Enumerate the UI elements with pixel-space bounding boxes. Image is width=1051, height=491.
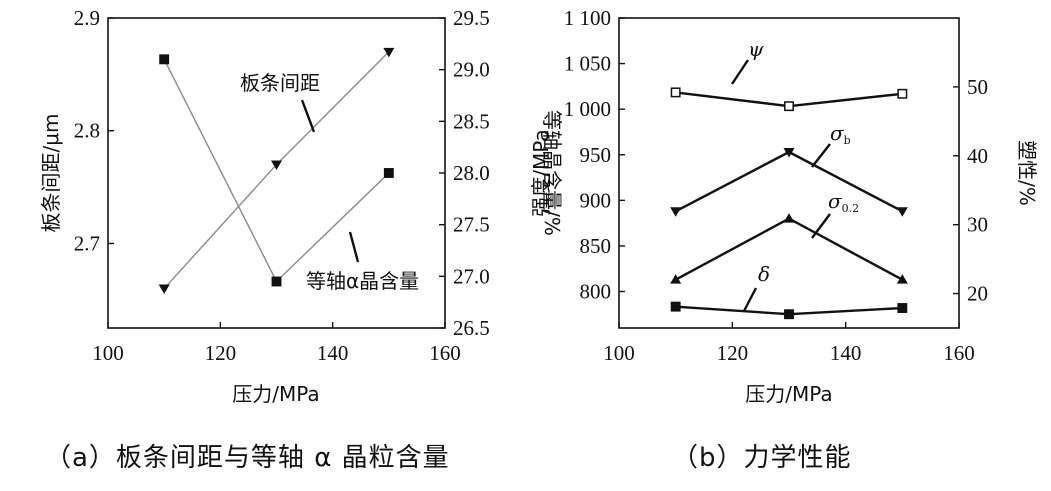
panel-b-series-3-point [897, 303, 908, 313]
panel-b-annotation-sigma-02: σ0.2 [828, 189, 859, 215]
panel-b-series-2-point [783, 213, 795, 223]
panel-b-series-0-point [897, 88, 908, 99]
panel-b-series [670, 87, 908, 320]
panel-a-x-tick-label: 100 [92, 341, 124, 365]
panel-b-series-2-point [896, 274, 908, 284]
panel-b-right-tick-label: 40 [967, 144, 988, 168]
panel-a-annotation-leader-alpha [348, 231, 360, 263]
panel-b-annotation-leader-delta [742, 287, 758, 312]
panel-b-series-1-point [896, 207, 908, 217]
panel-a-series-0-point [383, 47, 395, 58]
panel-b-right-axis-label: 塑性/% [1015, 140, 1039, 206]
panel-a-right-ticks: 26.5 27.0 27.5 28.0 28.5 29.0 29.5 [439, 6, 490, 340]
panel-a-left-axis-label: 板条间距/μm [39, 114, 63, 233]
panel-a-right-tick-label: 28.0 [453, 161, 490, 185]
panel-a-x-tick-label: 140 [317, 341, 349, 365]
panel-b-left-tick-label: 1 050 [564, 52, 611, 76]
panel-a-right-tick-label: 27.0 [453, 264, 490, 288]
panel-b-series-line-2 [675, 217, 903, 281]
panel-b-annotation-sigma-b: σb [830, 121, 851, 147]
panel-b-x-tick-label: 160 [943, 341, 975, 365]
panel-b-right-tick-label: 50 [967, 75, 988, 99]
panel-b-annotation-leader-psi [731, 59, 749, 85]
panel-b-left-axis-label: 强度/MPa [529, 129, 553, 216]
panel-b-left-tick-label: 1 000 [564, 97, 611, 121]
panel-b-annotation-leader-sigma-02 [811, 213, 831, 239]
panel-a: 100 120 140 160 2.72.82.9 26.527.027.528.02… [39, 6, 564, 473]
panel-a-left-tick-label: 2.9 [74, 6, 100, 30]
panel-b-left-ticks: 800 850 900 950 1 000 1 050 1 100 [564, 6, 625, 304]
panel-b-caption: （b）力学性能 [672, 443, 852, 473]
panel-a-x-tick-label: 120 [205, 341, 237, 365]
panel-b-annotation-delta: δ [758, 262, 770, 286]
panel-b-right-tick-label: 30 [967, 213, 988, 237]
panel-a-annotation-spacing: 板条间距 [240, 71, 320, 95]
panel-a-series [158, 47, 395, 295]
panel-b: 100 120 140 160 800 850 900 950 1 000 1 050 1 100… [529, 6, 1039, 473]
panel-b-series-3-point [670, 301, 681, 312]
panel-a-right-axis-label: 等轴晶含量/% [540, 110, 564, 236]
panel-a-series-1-point [383, 168, 394, 178]
panel-b-series-line-1 [675, 150, 903, 213]
panel-b-series-0-point [670, 87, 681, 98]
panel-b-annotation-leader-sigma-b [811, 143, 831, 168]
panel-a-series-1-point [159, 54, 170, 65]
panel-a-annotation-leader-spacing [300, 99, 316, 133]
panel-b-x-tick-label: 120 [717, 341, 749, 365]
panel-b-series-3-point [784, 309, 794, 320]
panel-b-left-tick-label: 800 [580, 280, 612, 304]
panel-a-series-1-point [271, 276, 282, 287]
panel-a-series-0-point [271, 160, 282, 171]
panel-a-x-axis-label: 压力/MPa [232, 382, 319, 406]
panel-a-right-tick-label: 27.5 [453, 213, 490, 237]
panel-a-annotation-alpha: 等轴α晶含量 [306, 269, 419, 293]
panel-a-right-tick-label: 29.0 [453, 58, 490, 82]
panel-a-left-ticks: 2.7 2.8 2.9 [74, 6, 114, 255]
panel-b-right-ticks: 20 30 40 50 [953, 75, 988, 306]
panel-b-right-tick-label: 20 [967, 282, 988, 306]
panel-b-series-2-point [670, 274, 682, 284]
panel-b-annotation-psi: ψ [748, 37, 764, 61]
panel-a-caption: （a）板条间距与等轴 α 晶粒含量 [45, 443, 450, 473]
panel-b-left-tick-label: 850 [580, 234, 612, 258]
panel-b-x-tick-label: 140 [830, 341, 862, 365]
panel-a-right-tick-label: 28.5 [453, 109, 490, 133]
panel-a-series-0-point [158, 284, 170, 295]
panel-a-x-tick-label: 160 [429, 341, 461, 365]
panel-a-right-tick-label: 29.5 [453, 6, 490, 30]
panel-a-left-tick-label: 2.7 [74, 231, 100, 255]
panel-b-frame [618, 17, 960, 329]
panel-b-x-ticks: 100 120 140 160 [603, 322, 975, 365]
panel-b-series-1-point [783, 148, 795, 158]
panel-a-left-tick-label: 2.8 [74, 119, 100, 143]
panel-b-series-0-point [784, 101, 794, 112]
panel-b-left-tick-label: 950 [580, 143, 612, 167]
panel-b-x-axis-label: 压力/MPa [745, 382, 832, 406]
panel-b-series-1-point [670, 207, 682, 217]
panel-b-x-tick-label: 100 [603, 341, 635, 365]
panel-b-left-tick-label: 1 100 [564, 6, 611, 30]
panel-a-x-ticks: 100 120 140 160 [92, 322, 461, 365]
panel-b-left-tick-label: 900 [580, 188, 612, 212]
panel-a-right-tick-label: 26.5 [453, 316, 490, 340]
